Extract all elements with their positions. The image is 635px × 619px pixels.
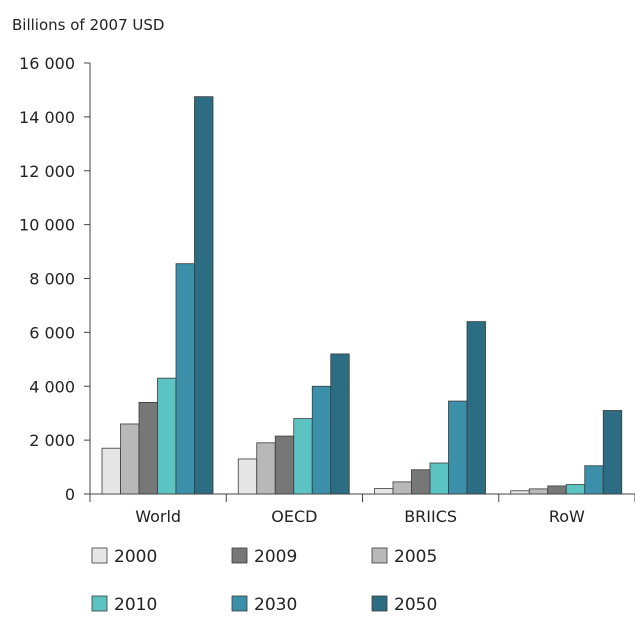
- legend-label-2050: 2050: [394, 595, 437, 615]
- bar-2030-briics: [448, 400, 468, 495]
- legend-label-2030: 2030: [254, 595, 297, 615]
- legend-swatch-2030: [231, 595, 248, 612]
- legend-swatch-2000: [91, 547, 108, 564]
- bar-2000-row: [510, 490, 530, 495]
- bar-2009-briics: [411, 469, 431, 495]
- y-tick-label: 0: [65, 485, 75, 504]
- bar-2030-world: [175, 263, 195, 495]
- bar-2005-world: [120, 423, 140, 495]
- y-axis-unit-label: Billions of 2007 USD: [12, 16, 164, 34]
- bar-2000-oecd: [237, 458, 258, 495]
- bar-2010-briics: [429, 462, 449, 495]
- bar-2010-world: [157, 377, 177, 495]
- bar-2050-oecd: [330, 353, 350, 495]
- y-tick-label: 4 000: [29, 377, 75, 396]
- bar-2030-oecd: [311, 385, 332, 495]
- bar-2050-world: [194, 96, 214, 495]
- y-tick-label: 8 000: [29, 270, 75, 289]
- bar-2009-row: [547, 485, 567, 495]
- legend-label-2000: 2000: [114, 547, 157, 567]
- bar-2005-row: [528, 488, 549, 495]
- bar-2005-briics: [392, 481, 412, 495]
- bar-2030-row: [584, 465, 604, 495]
- y-tick-label: 14 000: [19, 108, 75, 127]
- y-tick-label: 12 000: [19, 162, 75, 181]
- x-axis: World OECD BRIICS RoW: [89, 493, 635, 526]
- legend-swatch-2005: [371, 547, 388, 564]
- legend-label-2009: 2009: [254, 547, 297, 567]
- x-category-label: BRIICS: [404, 507, 457, 526]
- y-tick-label: 2 000: [29, 431, 75, 450]
- x-category-label: OECD: [271, 507, 317, 526]
- bar-2009-world: [138, 402, 158, 495]
- x-category-label: World: [135, 507, 181, 526]
- bar-2000-briics: [374, 488, 394, 495]
- bar-2050-row: [602, 410, 623, 495]
- legend-swatch-2050: [371, 595, 388, 612]
- bar-2010-oecd: [293, 418, 313, 495]
- y-axis: 0 2 000 4 000 6 000 8 000 10 000 12 000 14 000 1…: [19, 54, 91, 504]
- legend-label-2005: 2005: [394, 547, 437, 567]
- legend-label-2010: 2010: [114, 595, 157, 615]
- y-tick-label: 10 000: [19, 216, 75, 235]
- bar-2005-oecd: [256, 442, 276, 495]
- bar-2000-world: [101, 447, 121, 495]
- y-tick-label: 16 000: [19, 54, 75, 73]
- bar-2009-oecd: [274, 435, 295, 495]
- y-tick-label: 6 000: [29, 323, 75, 342]
- legend: 2000 2009 2005 2010 2030 2050: [91, 547, 437, 615]
- legend-swatch-2009: [231, 547, 248, 564]
- bar-2050-briics: [466, 321, 486, 495]
- x-category-label: RoW: [549, 507, 585, 526]
- bars: [101, 96, 623, 495]
- bar-2010-row: [565, 484, 586, 495]
- legend-swatch-2010: [91, 595, 108, 612]
